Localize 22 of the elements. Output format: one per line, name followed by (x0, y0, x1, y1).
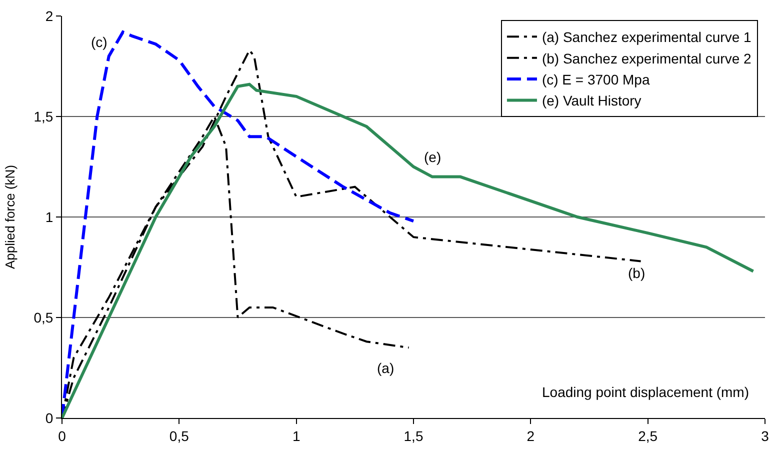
x-tick-label: 3 (761, 428, 770, 444)
y-tick-label: 0,5 (34, 309, 54, 326)
x-tick-label: 0,5 (169, 428, 190, 444)
legend-label: (c) E = 3700 Mpa (542, 71, 650, 88)
y-axis-title: Applied force (kN) (2, 164, 18, 270)
legend-label: (e) Vault History (542, 92, 642, 109)
x-axis-title: Loading point displacement (mm) (542, 384, 749, 400)
x-tick-label: 1,5 (404, 428, 424, 444)
y-tick-label: 2 (45, 8, 54, 24)
y-tick-label: 1,5 (34, 108, 54, 124)
legend-label: (b) Sanchez experimental curve 2 (542, 50, 752, 66)
y-tick-label: 0 (45, 410, 54, 426)
x-tick-label: 2,5 (638, 428, 658, 444)
x-tick-label: 2 (526, 428, 535, 444)
y-tick-label: 1 (45, 208, 54, 225)
annotation: (e) (424, 149, 442, 165)
x-tick-label: 1 (292, 428, 300, 444)
legend-label: (a) Sanchez experimental curve 1 (542, 29, 752, 46)
annotation: (b) (628, 265, 646, 281)
annotation: (a) (377, 360, 394, 376)
annotation: (c) (91, 34, 108, 50)
x-tick-label: 0 (58, 428, 66, 444)
